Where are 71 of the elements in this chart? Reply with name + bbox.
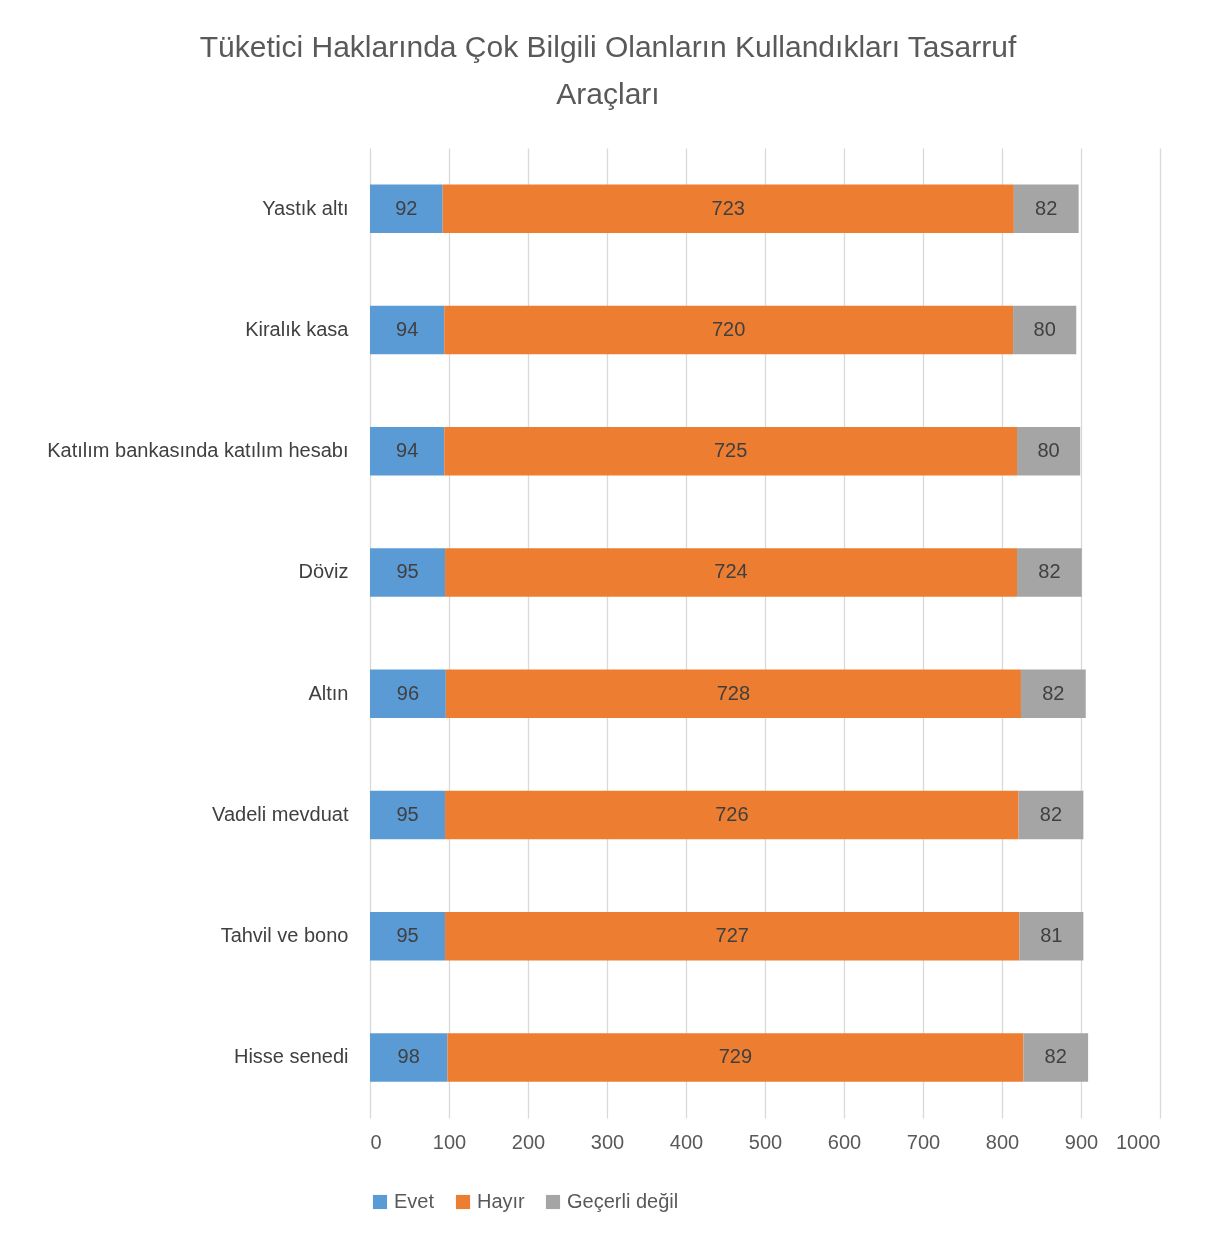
y-tick-label: Yastık altı — [262, 196, 349, 219]
bar — [370, 184, 443, 233]
bar — [370, 426, 445, 476]
data-label: 96 — [396, 681, 420, 704]
bar — [370, 548, 446, 597]
x-tick-label: 600 — [827, 1130, 862, 1153]
y-tick-label: Vadeli mevduat — [212, 802, 349, 825]
y-tick-label: Kiralık kasa — [245, 317, 350, 340]
bar — [445, 548, 1018, 597]
legend-label: Hayır — [477, 1190, 526, 1212]
x-tick-label: 500 — [748, 1130, 783, 1153]
bar — [445, 911, 1020, 961]
data-label: 720 — [711, 317, 746, 340]
x-tick-label: 300 — [590, 1130, 625, 1153]
bar — [370, 1033, 448, 1082]
data-label: 98 — [397, 1045, 420, 1068]
bar — [444, 305, 1014, 355]
y-tick-label: Katılım bankasında katılım hesabı — [47, 439, 349, 462]
data-label: 728 — [716, 681, 751, 704]
data-label: 81 — [1040, 924, 1063, 947]
data-label: 95 — [396, 560, 419, 583]
data-label: 92 — [395, 196, 418, 219]
data-label: 94 — [396, 317, 419, 340]
bar — [1017, 426, 1081, 476]
legend-label: Geçerli değil — [567, 1190, 679, 1212]
bar — [1013, 184, 1079, 233]
x-tick-label: 100 — [432, 1130, 467, 1153]
bar — [1019, 911, 1084, 961]
data-label: 725 — [713, 439, 748, 462]
data-label: 80 — [1033, 317, 1056, 340]
bar — [1020, 669, 1086, 718]
x-tick-label: 800 — [985, 1130, 1020, 1153]
bar — [1023, 1033, 1089, 1082]
data-label: 726 — [715, 802, 749, 825]
bar — [445, 669, 1021, 718]
x-tick-label: 900 — [1064, 1130, 1099, 1153]
data-label: 724 — [714, 560, 748, 583]
data-label: 82 — [1039, 802, 1063, 825]
bar — [445, 790, 1019, 840]
data-label: 727 — [715, 924, 749, 947]
bar — [1017, 548, 1082, 597]
bar — [370, 911, 446, 961]
y-tick-label: Tahvil ve bono — [220, 924, 349, 947]
data-label: 82 — [1044, 1045, 1067, 1068]
bar — [444, 426, 1018, 476]
data-label: 94 — [396, 439, 419, 462]
y-tick-label: Hisse senedi — [233, 1045, 349, 1068]
data-label: 95 — [396, 802, 419, 825]
chart-title: Tüketici Haklarında Çok Bilgili Olanların Kullandıkları Tasarruf Araçları — [199, 30, 1017, 110]
legend-label: Evet — [394, 1190, 435, 1212]
bar — [1018, 790, 1084, 840]
data-label: 95 — [396, 924, 419, 947]
bar — [370, 669, 446, 718]
bar — [1013, 305, 1077, 355]
x-tick-label: 700 — [906, 1130, 941, 1153]
bar — [370, 790, 446, 840]
bar — [370, 305, 445, 355]
x-tick-label: 1000 — [1116, 1130, 1161, 1153]
y-tick-label: Döviz — [298, 560, 349, 583]
x-tick-label: 400 — [669, 1130, 704, 1153]
data-label: 82 — [1038, 560, 1061, 583]
data-label: 80 — [1037, 439, 1060, 462]
bar — [447, 1033, 1024, 1082]
data-label: 82 — [1042, 681, 1065, 704]
data-label: 82 — [1035, 196, 1058, 219]
y-tick-label: Altın — [308, 681, 349, 704]
bar — [442, 184, 1014, 233]
data-label: 723 — [711, 196, 745, 219]
data-label: 729 — [718, 1045, 753, 1068]
x-tick-label: 0 — [370, 1130, 382, 1153]
x-tick-label: 200 — [511, 1130, 546, 1153]
